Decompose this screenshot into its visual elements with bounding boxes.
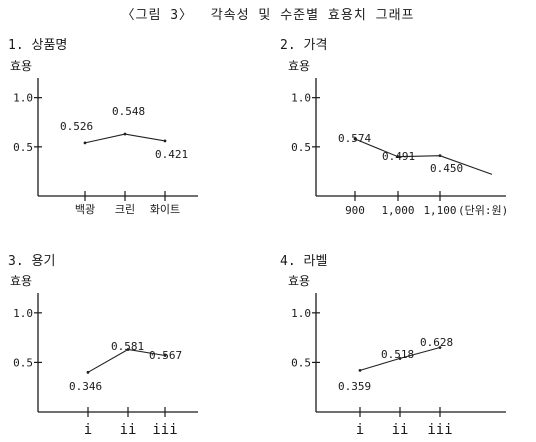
value-label-3-3: 0.567 xyxy=(149,349,182,362)
series-line-2 xyxy=(354,138,493,175)
data-point-3-2 xyxy=(126,348,130,351)
data-point-1-1 xyxy=(83,141,87,145)
x-tick-label-3-2: ii xyxy=(120,422,137,438)
x-tick-label-2-2: 1,000 xyxy=(381,204,414,217)
x-tick-label-4-1: i xyxy=(356,422,364,438)
panel-title-2: 2. 가격 xyxy=(280,38,328,53)
value-label-4-2: 0.518 xyxy=(381,348,414,361)
y-axis-label-4: 효용 xyxy=(288,274,310,288)
x-tick-label-3-1: i xyxy=(84,422,92,438)
y-axis-label-3: 효용 xyxy=(10,274,32,288)
x-tick-label-2-3: 1,100 xyxy=(423,204,456,217)
x-tick-label-4-3: iii xyxy=(427,422,452,438)
y-axis-label-2: 효용 xyxy=(288,59,310,73)
data-point-4-3 xyxy=(438,346,442,349)
value-label-2-3: 0.450 xyxy=(430,162,463,175)
y-tick-label-3-2: 0.5 xyxy=(13,356,33,369)
panel-title-4: 4. 라벨 xyxy=(280,254,328,269)
x-tick-label-2-1: 900 xyxy=(345,204,365,217)
y-tick-label-2-1: 1.0 xyxy=(291,92,311,105)
y-tick-label-3-1: 1.0 xyxy=(13,307,33,320)
data-point-2-1 xyxy=(353,137,357,141)
x-tick-label-1-3: 화이트 xyxy=(150,203,180,216)
value-label-4-3: 0.628 xyxy=(420,336,453,349)
data-point-4-1 xyxy=(358,368,362,372)
data-point-3-1 xyxy=(86,370,90,374)
y-tick-label-4-2: 0.5 xyxy=(291,356,311,369)
x-unit-label-2: (단위:원) xyxy=(458,204,508,217)
value-label-3-2: 0.581 xyxy=(111,340,144,353)
data-point-2-3 xyxy=(438,154,442,158)
data-point-1-3 xyxy=(163,139,167,143)
value-label-1-2: 0.548 xyxy=(112,105,145,118)
y-tick-label-1-1: 1.0 xyxy=(13,92,33,105)
y-axis-label-1: 효용 xyxy=(10,59,32,73)
x-tick-label-3-3: iii xyxy=(152,422,177,438)
figure-title: 〈그림 3〉 각속성 및 수준별 효용치 그래프 xyxy=(121,8,415,23)
data-point-3-3 xyxy=(163,354,167,357)
y-tick-label-1-2: 0.5 xyxy=(13,141,33,154)
y-tick-label-4-1: 1.0 xyxy=(291,307,311,320)
data-point-2-2 xyxy=(396,155,400,159)
x-tick-label-4-2: ii xyxy=(392,422,409,438)
value-label-1-1: 0.526 xyxy=(60,120,93,133)
value-label-2-2: 0.491 xyxy=(382,150,415,163)
value-label-3-1: 0.346 xyxy=(69,380,102,393)
value-label-1-3: 0.421 xyxy=(155,148,188,161)
value-label-2-1: 0.574 xyxy=(338,132,371,145)
panel-title-3: 3. 용기 xyxy=(8,254,56,269)
x-tick-label-1-1: 백광 xyxy=(75,203,95,216)
x-tick-label-1-2: 크린 xyxy=(115,203,135,216)
panel-title-1: 1. 상품명 xyxy=(8,38,68,53)
data-point-4-2 xyxy=(398,357,402,360)
y-tick-label-2-2: 0.5 xyxy=(291,141,311,154)
value-label-4-1: 0.359 xyxy=(338,380,371,393)
data-point-1-2 xyxy=(123,132,127,136)
